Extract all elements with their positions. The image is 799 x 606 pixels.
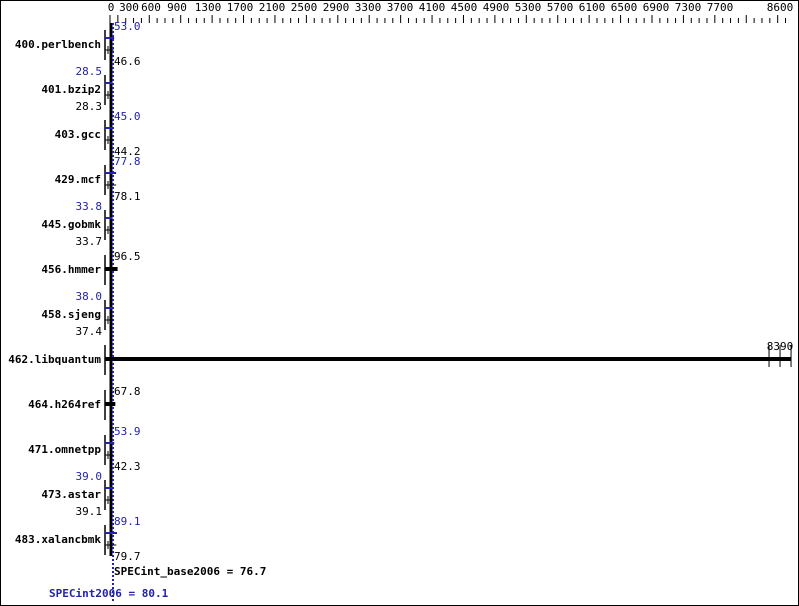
peak-value-label: 28.5: [76, 65, 103, 78]
x-tick-label: 4100: [419, 1, 446, 14]
peak-value-label: 38.0: [76, 290, 103, 303]
base-value-label: 37.4: [76, 325, 103, 338]
x-tick-label: 6500: [611, 1, 638, 14]
base-value-label: 8390: [767, 340, 794, 353]
x-tick-label: 5300: [515, 1, 542, 14]
x-tick-label: 7700: [707, 1, 734, 14]
benchmark-label: 462.libquantum: [8, 353, 101, 366]
peak-value-label: 33.8: [76, 200, 103, 213]
x-tick-label: 7300: [675, 1, 702, 14]
x-tick-label: 6900: [643, 1, 670, 14]
x-tick-label: 4500: [451, 1, 478, 14]
benchmark-label: 483.xalancbmk: [15, 533, 101, 546]
x-tick-label: 2100: [259, 1, 286, 14]
base-value-label: 46.6: [114, 55, 141, 68]
x-tick-label: 600: [141, 1, 161, 14]
x-tick-label: 0: [108, 1, 115, 14]
base-value-label: 67.8: [114, 385, 141, 398]
x-tick-label: 1300: [195, 1, 222, 14]
benchmark-label: 471.omnetpp: [28, 443, 101, 456]
benchmark-label: 401.bzip2: [41, 83, 101, 96]
peak-value-label: 89.1: [114, 515, 141, 528]
x-tick-label: 300: [119, 1, 139, 14]
benchmark-label: 464.h264ref: [28, 398, 101, 411]
benchmark-label: 458.sjeng: [41, 308, 101, 321]
base-value-label: 44.2: [114, 145, 141, 158]
x-tick-label: 900: [167, 1, 187, 14]
benchmark-label: 445.gobmk: [41, 218, 101, 231]
base-summary-label: SPECint_base2006 = 76.7: [114, 565, 266, 578]
base-value-label: 78.1: [114, 190, 141, 203]
base-value-label: 39.1: [76, 505, 103, 518]
benchmark-label: 473.astar: [41, 488, 101, 501]
base-value-label: 28.3: [76, 100, 103, 113]
peak-value-label: 77.8: [114, 155, 141, 168]
peak-value-label: 53.0: [114, 20, 141, 33]
peak-summary-label: SPECint2006 = 80.1: [49, 587, 169, 600]
x-tick-label: 1700: [227, 1, 254, 14]
x-tick-label: 3700: [387, 1, 414, 14]
x-tick-label: 4900: [483, 1, 510, 14]
x-tick-label: 5700: [547, 1, 574, 14]
x-tick-label: 8600: [767, 1, 794, 14]
peak-value-label: 39.0: [76, 470, 103, 483]
base-value-label: 79.7: [114, 550, 141, 563]
x-tick-label: 6100: [579, 1, 606, 14]
base-value-label: 96.5: [114, 250, 141, 263]
x-tick-label: 2500: [291, 1, 318, 14]
benchmark-label: 403.gcc: [55, 128, 101, 141]
x-tick-label: 2900: [323, 1, 350, 14]
benchmark-label: 456.hmmer: [41, 263, 101, 276]
peak-value-label: 53.9: [114, 425, 141, 438]
peak-value-label: 45.0: [114, 110, 141, 123]
benchmark-label: 429.mcf: [55, 173, 101, 186]
x-tick-label: 3300: [355, 1, 382, 14]
base-value-label: 42.3: [114, 460, 141, 473]
base-value-label: 33.7: [76, 235, 103, 248]
benchmark-label: 400.perlbench: [15, 38, 101, 51]
